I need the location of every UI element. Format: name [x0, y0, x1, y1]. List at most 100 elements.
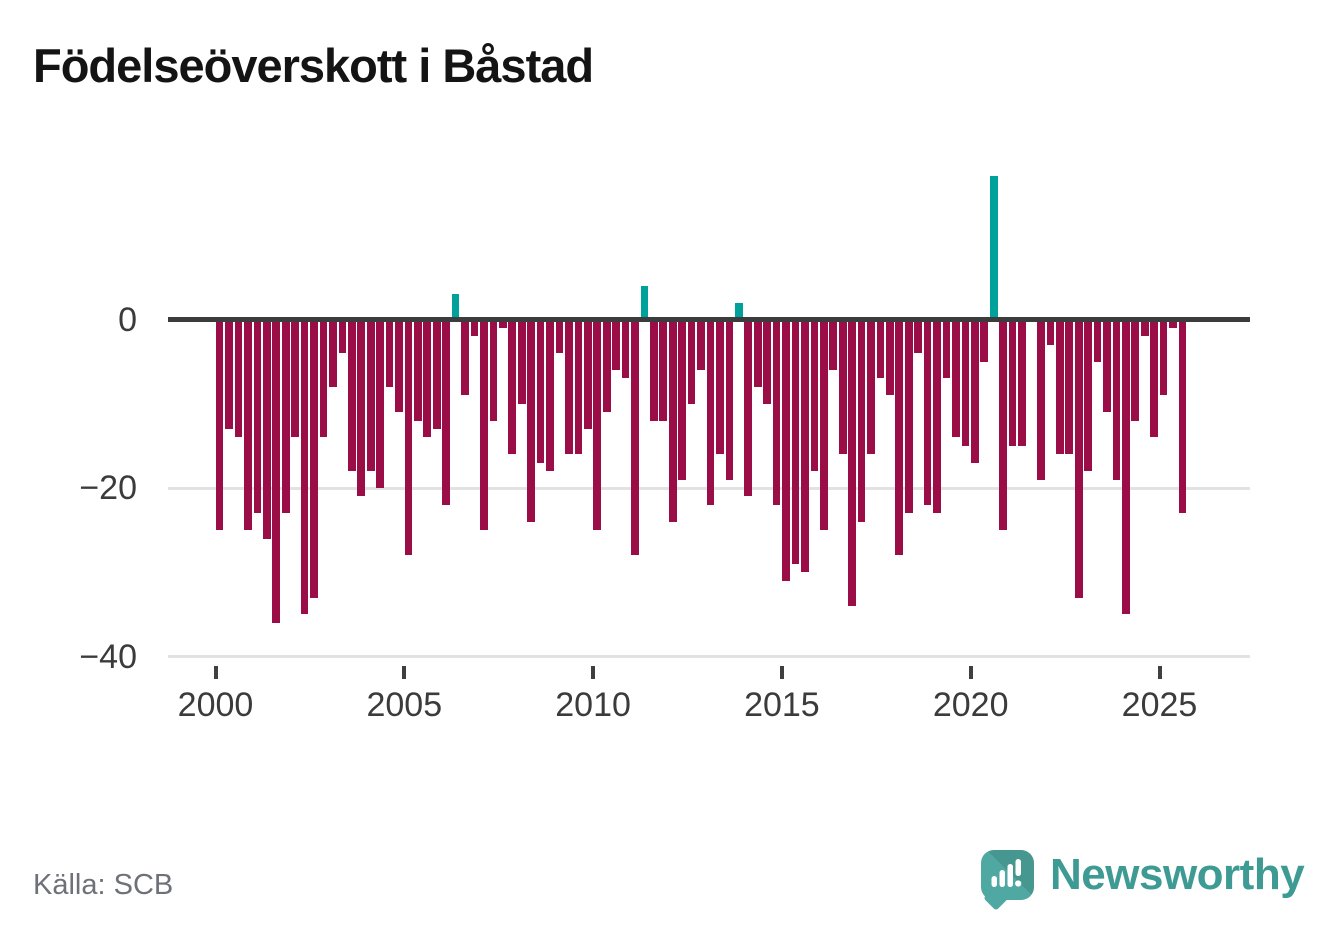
- bar: [508, 319, 517, 455]
- bar: [848, 319, 856, 606]
- bar: [687, 319, 696, 404]
- bar: [678, 319, 687, 480]
- bar: [621, 319, 630, 379]
- source-note: Källa: SCB: [33, 869, 174, 901]
- bar: [668, 319, 677, 522]
- bar: [1093, 319, 1102, 362]
- bar: [480, 319, 488, 531]
- bar: [952, 319, 960, 438]
- zero-baseline: [168, 317, 1250, 322]
- bar: [263, 319, 271, 539]
- bar: [1178, 319, 1187, 514]
- bar: [527, 319, 535, 522]
- bar: [357, 319, 366, 497]
- bar: [801, 319, 809, 573]
- x-tick-mark: [968, 666, 973, 679]
- chart-title: Födelseöverskott i Båstad: [33, 39, 594, 92]
- x-tick-mark: [402, 666, 407, 679]
- bar: [593, 319, 602, 531]
- bar: [442, 319, 451, 505]
- bar: [819, 319, 828, 531]
- bar: [1046, 319, 1055, 345]
- bar: [886, 319, 894, 396]
- x-tick-label: 2020: [932, 686, 1009, 724]
- bar: [461, 319, 469, 396]
- bar: [1131, 319, 1140, 421]
- bar: [942, 319, 951, 379]
- bar: [697, 319, 705, 371]
- bar: [650, 319, 658, 421]
- x-tick-mark: [779, 666, 784, 679]
- bar: [1169, 319, 1177, 328]
- bar: [640, 285, 649, 322]
- bar: [1037, 319, 1045, 480]
- bar: [1008, 319, 1017, 446]
- bar: [971, 319, 979, 463]
- bar: [791, 319, 800, 564]
- bar: [338, 319, 347, 354]
- bar: [234, 319, 243, 438]
- bar: [395, 319, 403, 413]
- bar: [272, 319, 281, 623]
- x-tick-mark: [1157, 666, 1162, 679]
- y-tick-label: −20: [79, 469, 137, 507]
- bar: [612, 319, 620, 371]
- x-tick-label: 2005: [366, 686, 443, 724]
- bar: [1150, 319, 1159, 438]
- bar: [753, 319, 762, 387]
- bar: [810, 319, 819, 472]
- newsworthy-logo-icon: [981, 850, 1034, 911]
- bar: [706, 319, 715, 505]
- x-tick-label: 2000: [177, 686, 254, 724]
- bar: [989, 176, 998, 322]
- bar: [574, 319, 583, 455]
- bar: [829, 319, 838, 371]
- bar: [980, 319, 989, 362]
- logo-barchart-glyph: [991, 859, 1022, 887]
- bar: [1018, 319, 1026, 446]
- bar: [253, 319, 262, 514]
- bar: [423, 319, 432, 438]
- bar: [451, 294, 460, 322]
- x-tick-label: 2025: [1121, 686, 1198, 724]
- bar: [904, 319, 913, 514]
- bar: [1140, 319, 1149, 337]
- x-tick-mark: [591, 666, 596, 679]
- bar: [347, 319, 356, 472]
- x-tick-label: 2010: [555, 686, 631, 724]
- bar: [744, 319, 753, 497]
- bar: [914, 319, 923, 354]
- bar: [536, 319, 545, 463]
- bar: [291, 319, 299, 438]
- bar: [225, 319, 233, 430]
- bar: [1122, 319, 1130, 615]
- bar: [319, 319, 328, 438]
- bar: [470, 319, 479, 337]
- bar: [716, 319, 724, 455]
- bar: [631, 319, 639, 556]
- bar: [763, 319, 771, 404]
- bar: [1159, 319, 1168, 396]
- plot-area: 2000 2005 2010 2015 2020 2025: [168, 165, 1250, 745]
- bar: [867, 319, 875, 455]
- bar: [1112, 319, 1121, 480]
- bar: [1055, 319, 1064, 455]
- bar: [300, 319, 309, 615]
- bar: [366, 319, 375, 472]
- brand-name: Newsworthy: [1050, 850, 1305, 899]
- bar: [499, 319, 507, 328]
- bar: [414, 319, 422, 421]
- bar: [432, 319, 441, 430]
- bar: [895, 319, 904, 556]
- x-tick-mark: [213, 666, 218, 679]
- bar: [565, 319, 573, 455]
- bar: [602, 319, 611, 413]
- y-tick-label: 0: [118, 300, 137, 339]
- bar: [546, 319, 554, 472]
- gridline: [168, 655, 1250, 658]
- bar: [923, 319, 932, 505]
- bar: [489, 319, 498, 421]
- bar: [725, 319, 734, 480]
- bar: [961, 319, 970, 446]
- bar: [517, 319, 526, 404]
